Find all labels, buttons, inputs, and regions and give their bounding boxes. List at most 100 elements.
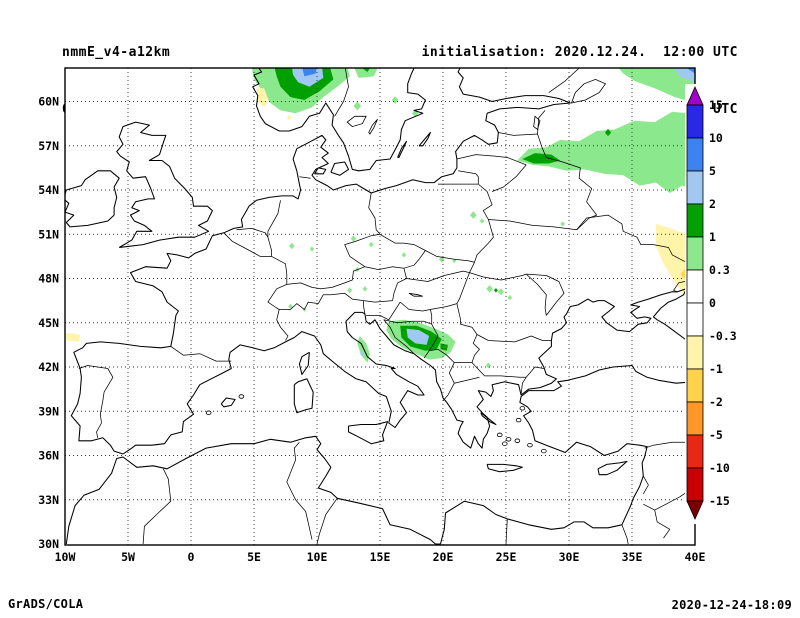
snow-region-5-10 bbox=[686, 68, 695, 74]
lake-outline bbox=[368, 118, 378, 135]
snow-region-1-2 bbox=[362, 68, 370, 72]
island bbox=[238, 394, 245, 399]
colorbar-cell bbox=[686, 269, 704, 304]
country-border bbox=[334, 68, 349, 117]
lat-tick-label: 57N bbox=[38, 139, 59, 153]
country-border bbox=[267, 200, 281, 257]
colorbar-cell bbox=[686, 104, 704, 139]
island bbox=[505, 437, 512, 442]
snow-speck bbox=[391, 96, 399, 104]
lon-tick-label: 30E bbox=[559, 550, 580, 564]
country-border bbox=[383, 319, 432, 325]
country-border bbox=[299, 176, 311, 179]
snow-speck bbox=[309, 246, 315, 252]
country-border bbox=[344, 233, 381, 268]
graticule bbox=[65, 68, 695, 545]
island bbox=[540, 448, 547, 454]
colorbar-label: -1 bbox=[709, 362, 723, 376]
country-border bbox=[458, 170, 479, 185]
country-border bbox=[403, 250, 426, 269]
colorbar-label: 0.3 bbox=[709, 263, 730, 277]
lake-outline bbox=[408, 292, 423, 297]
country-border bbox=[364, 266, 404, 270]
snow-speck bbox=[560, 221, 565, 227]
colorbar-cell bbox=[686, 170, 704, 205]
country-border bbox=[505, 518, 508, 545]
coastline bbox=[330, 161, 350, 176]
snow-speck bbox=[497, 288, 504, 296]
country-border bbox=[368, 192, 381, 235]
country-border bbox=[286, 266, 366, 290]
island bbox=[205, 410, 212, 415]
snow-speck bbox=[362, 286, 368, 292]
country-border bbox=[399, 301, 458, 312]
lat-tick-label: 42N bbox=[38, 360, 59, 374]
colorbar-label: -5 bbox=[709, 428, 723, 442]
lake-outline bbox=[346, 115, 367, 128]
country-border bbox=[642, 475, 649, 495]
country-border bbox=[286, 441, 313, 540]
coastline bbox=[597, 460, 628, 476]
country-border bbox=[456, 154, 527, 166]
snow-speck bbox=[260, 98, 268, 108]
island bbox=[515, 417, 522, 423]
colorbar-cell bbox=[686, 401, 704, 436]
country-border bbox=[471, 334, 480, 363]
colorbar-label: 15 bbox=[709, 98, 723, 112]
creation-timestamp: 2020-12-24-18:09 bbox=[671, 598, 792, 612]
country-border bbox=[520, 377, 527, 396]
country-border bbox=[383, 319, 415, 354]
country-border bbox=[454, 376, 480, 384]
lat-tick-label: 36N bbox=[38, 449, 59, 463]
snow-speck bbox=[479, 218, 485, 224]
colorbar-label: -2 bbox=[709, 395, 723, 409]
coastline bbox=[418, 131, 431, 147]
snow-speck bbox=[286, 114, 292, 121]
country-border bbox=[223, 232, 289, 341]
country-border bbox=[469, 262, 475, 273]
grads-credit: GrADS/COLA bbox=[8, 597, 84, 611]
init-time-label: initialisation: 2020.12.24. 12:00 UTC bbox=[421, 45, 738, 60]
island bbox=[496, 432, 503, 438]
coastline bbox=[486, 463, 523, 473]
snow-speck bbox=[493, 287, 498, 293]
country-border bbox=[548, 68, 580, 93]
country-border bbox=[491, 164, 527, 192]
country-border bbox=[537, 110, 546, 135]
snow-speck bbox=[401, 252, 407, 258]
country-border bbox=[621, 524, 629, 545]
coastline bbox=[220, 397, 236, 408]
snow-speck bbox=[486, 284, 493, 293]
country-border bbox=[476, 334, 552, 343]
colorbar-cell bbox=[686, 137, 704, 172]
coastline bbox=[122, 288, 695, 455]
country-border bbox=[170, 346, 232, 362]
coastline bbox=[298, 351, 310, 375]
axis-tick-labels: 30N 33N 36N 39N 42N 45N 48N 51N 54N 57N 60N 10W 5W 0 5… bbox=[38, 95, 705, 565]
coastline bbox=[116, 121, 213, 249]
snow-region-1-2 bbox=[522, 153, 561, 164]
snow-speck bbox=[288, 303, 293, 310]
coastline bbox=[397, 140, 408, 159]
country-border bbox=[576, 214, 695, 293]
snow-speck bbox=[469, 211, 477, 219]
country-border bbox=[236, 228, 269, 238]
colorbar-cell bbox=[686, 335, 704, 370]
snow-region-5-10 bbox=[302, 68, 317, 77]
country-border bbox=[537, 133, 547, 158]
snow-region-1-2 bbox=[440, 343, 448, 351]
colorbar-cell bbox=[686, 467, 704, 502]
snow-speck bbox=[368, 241, 374, 248]
lat-tick-label: 48N bbox=[38, 272, 59, 286]
country-border bbox=[142, 468, 172, 545]
colorbar-label: -0.3 bbox=[709, 329, 737, 343]
coastline bbox=[65, 170, 120, 228]
coastline bbox=[70, 68, 571, 455]
country-border bbox=[525, 273, 547, 316]
country-border bbox=[363, 300, 366, 314]
island bbox=[519, 406, 526, 411]
colorbar-cell bbox=[686, 368, 704, 403]
lat-tick-label: 45N bbox=[38, 316, 59, 330]
country-border bbox=[430, 309, 433, 325]
